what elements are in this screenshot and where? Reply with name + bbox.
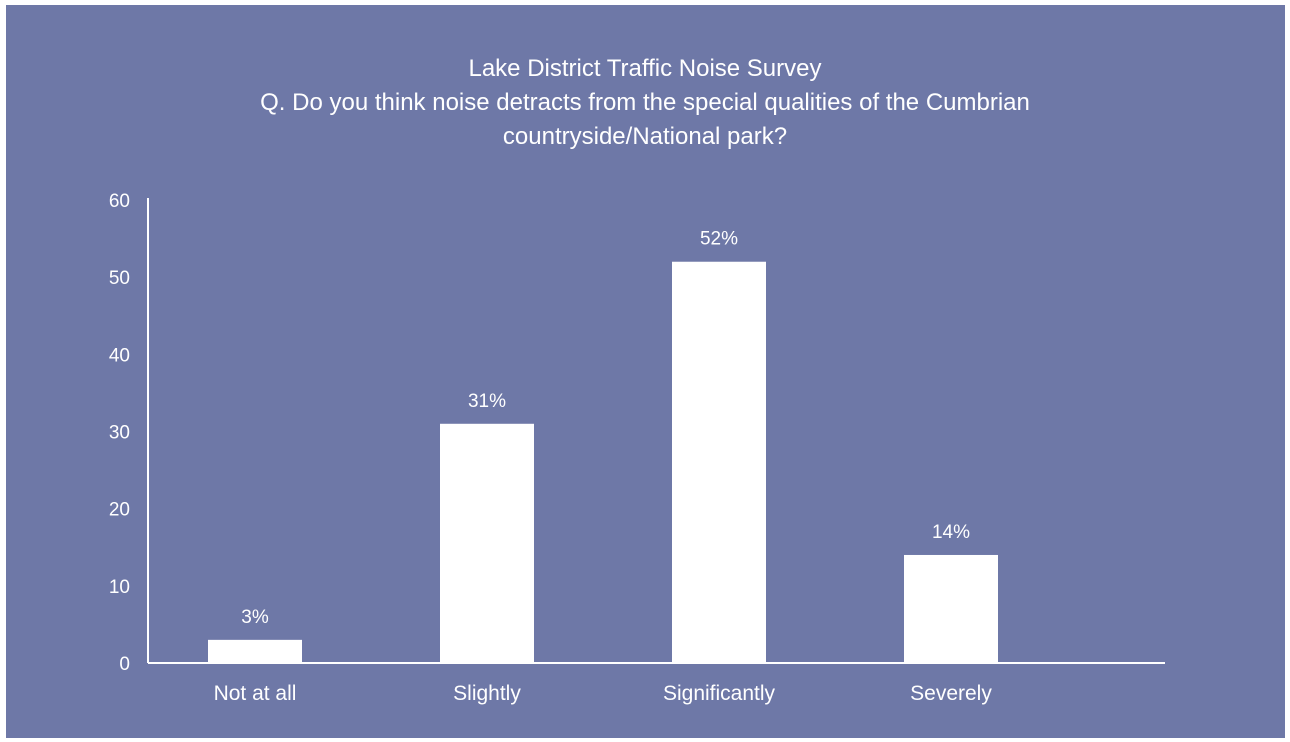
- y-tick-label: 30: [109, 423, 130, 444]
- y-tick-label: 20: [109, 500, 130, 521]
- category-labels: Not at all Slightly Significantly Severely: [214, 682, 993, 705]
- data-label: 14%: [932, 522, 970, 543]
- chart-subtitle-line-2: countryside/National park?: [502, 123, 788, 150]
- chart-subtitle-line-1: Q. Do you think noise detracts from the …: [260, 89, 1030, 116]
- x-tick-label: Slightly: [453, 682, 521, 705]
- data-labels: 3% 31% 52% 14%: [241, 229, 970, 628]
- bar: [208, 639, 302, 663]
- y-tick-label: 40: [109, 345, 130, 366]
- data-label: 31%: [468, 391, 506, 412]
- chart-title: Lake District Traffic Noise Survey: [468, 55, 822, 82]
- bar: [904, 554, 998, 663]
- y-tick-label: 10: [109, 577, 130, 598]
- bar: [672, 261, 766, 663]
- x-tick-label: Severely: [910, 682, 992, 705]
- y-tick-label: 0: [119, 654, 130, 675]
- data-label: 3%: [241, 607, 269, 628]
- x-tick-label: Significantly: [663, 682, 776, 705]
- y-tick-label: 60: [109, 191, 130, 212]
- chart-title-block: Lake District Traffic Noise Survey Q. Do…: [0, 52, 1290, 154]
- y-axis-ticks: 0 10 20 30 40 50 60: [109, 191, 130, 675]
- y-tick-label: 50: [109, 268, 130, 289]
- bar: [440, 423, 534, 663]
- data-label: 52%: [700, 229, 738, 250]
- chart-background: [6, 5, 1285, 738]
- x-tick-label: Not at all: [214, 682, 297, 705]
- bars: [208, 261, 998, 663]
